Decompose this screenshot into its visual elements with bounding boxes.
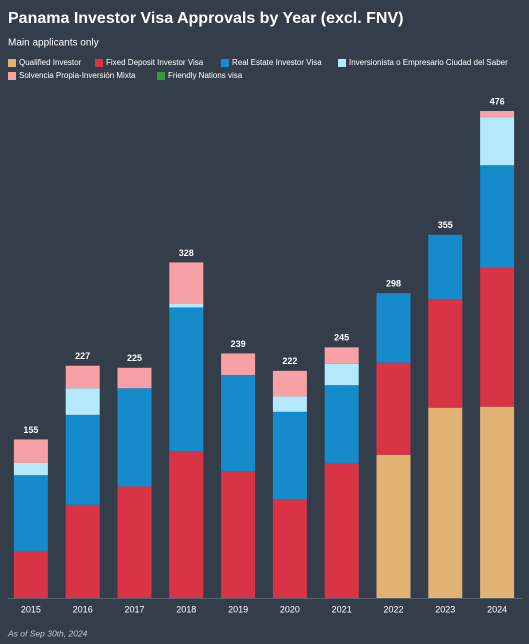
chart-title: Panama Investor Visa Approvals by Year (… — [8, 10, 403, 27]
legend-label: Solvencia Propia-Inversión Mixta — [19, 71, 136, 80]
x-tick-label: 2017 — [124, 604, 144, 614]
legend-label: Fixed Deposit Investor Visa — [106, 58, 204, 67]
bar-segment — [480, 111, 515, 118]
bar-segment — [376, 454, 411, 598]
bar-segment — [324, 385, 359, 463]
bar-segment — [221, 353, 256, 375]
bar-segment — [272, 499, 307, 598]
bar-segment — [324, 462, 359, 598]
total-label: 245 — [334, 333, 349, 343]
legend-swatch — [8, 59, 16, 67]
bar-segment — [272, 396, 307, 412]
bar-segment — [117, 367, 152, 389]
total-label: 239 — [231, 339, 246, 349]
total-label: 225 — [127, 353, 142, 363]
legend-swatch — [338, 59, 346, 67]
x-tick-label: 2021 — [332, 604, 352, 614]
legend-label: Inversionista o Empresario Ciudad del Sa… — [349, 58, 508, 67]
bar-segment — [272, 411, 307, 500]
bar-segment — [65, 414, 100, 505]
total-label: 227 — [75, 351, 90, 361]
bar-segment — [221, 471, 256, 598]
bar-segment — [169, 262, 204, 304]
footnote: As of Sep 30th, 2024 — [7, 628, 88, 638]
x-tick-label: 2023 — [435, 604, 455, 614]
bar-segment — [480, 117, 515, 166]
bar-segment — [169, 307, 204, 452]
total-label: 298 — [386, 278, 401, 288]
bar-segment — [428, 299, 463, 408]
x-tick-label: 2024 — [487, 604, 507, 614]
x-tick-label: 2019 — [228, 604, 248, 614]
legend-swatch — [157, 72, 165, 80]
legend-label: Qualified Investor — [19, 58, 82, 67]
bar-segment — [65, 388, 100, 415]
total-label: 222 — [282, 356, 297, 366]
total-label: 328 — [179, 248, 194, 258]
legend-swatch — [8, 72, 16, 80]
bar-segment — [428, 407, 463, 598]
x-tick-label: 2018 — [176, 604, 196, 614]
bar-segment — [376, 362, 411, 455]
bar-segment — [428, 234, 463, 300]
legend-label: Friendly Nations visa — [168, 71, 243, 80]
bar-segment — [272, 370, 307, 397]
bar-segment — [13, 550, 48, 598]
bar-segment — [117, 388, 152, 487]
x-tick-label: 2020 — [280, 604, 300, 614]
chart-subtitle: Main applicants only — [8, 38, 99, 49]
bar-segment — [324, 347, 359, 364]
bar-segment — [13, 439, 48, 463]
x-tick-label: 2016 — [73, 604, 93, 614]
bar-segment — [480, 267, 515, 407]
bar-segment — [13, 462, 48, 476]
total-label: 476 — [490, 96, 505, 106]
bar-segment — [480, 165, 515, 268]
bar-segment — [65, 365, 100, 389]
legend-swatch — [221, 59, 229, 67]
legend-swatch — [95, 59, 103, 67]
bar-segment — [65, 504, 100, 598]
bar-segment — [480, 406, 515, 598]
bar-segment — [324, 363, 359, 386]
total-label: 355 — [438, 220, 453, 230]
bar-segment — [376, 293, 411, 363]
bar-segment — [13, 475, 48, 551]
legend-label: Real Estate Investor Visa — [232, 58, 322, 67]
bar-segment — [117, 486, 152, 598]
x-tick-label: 2015 — [21, 604, 41, 614]
bar-segment — [169, 451, 204, 598]
bar-segment — [169, 303, 204, 308]
x-tick-label: 2022 — [383, 604, 403, 614]
bar-segment — [221, 374, 256, 472]
total-label: 155 — [23, 425, 38, 435]
